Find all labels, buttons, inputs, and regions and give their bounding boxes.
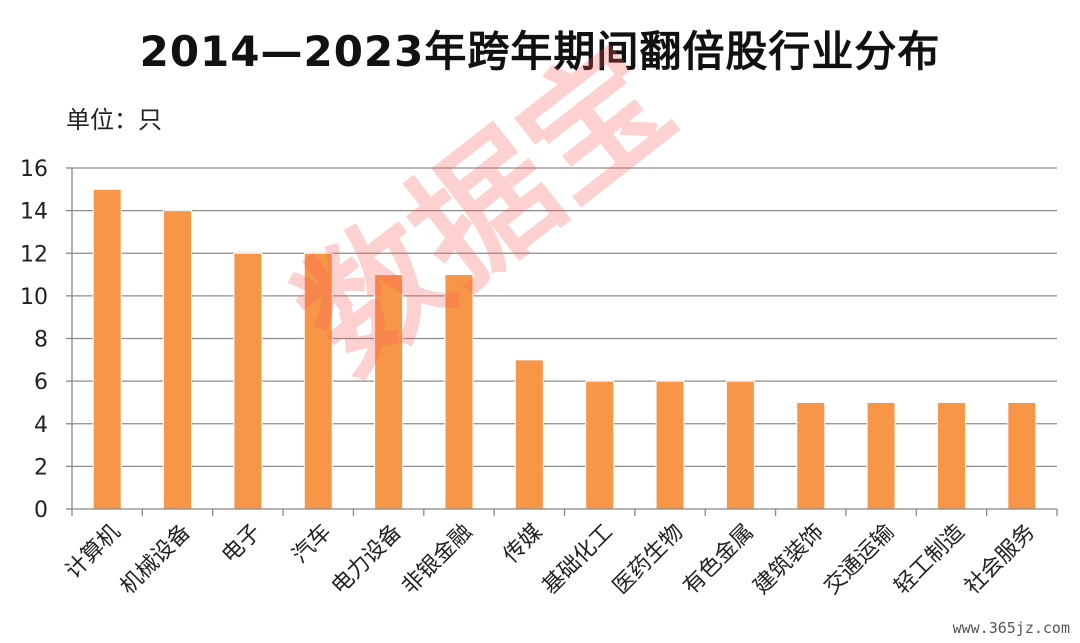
y-tick-label: 12 [20,242,48,267]
x-category-label: 非银金融 [397,520,477,600]
bar [374,274,404,510]
y-tick-label: 16 [20,157,48,182]
bar [796,401,826,510]
bar [936,401,966,510]
y-tick-label: 8 [34,328,48,353]
x-category-label: 建筑装饰 [749,520,829,600]
bar [163,210,193,510]
bar [655,380,685,510]
x-category-label: 机械设备 [116,520,196,600]
y-tick-label: 14 [20,200,48,225]
bar [92,188,122,510]
x-category-label: 轻工制造 [890,520,970,600]
x-category-label: 汽车 [288,520,337,569]
bar [1007,401,1037,510]
bar [303,252,333,510]
bar [233,252,263,510]
x-category-label: 医药生物 [608,520,688,600]
x-category-label: 交通运输 [819,520,899,600]
x-category-label: 电力设备 [327,520,407,600]
bar [725,380,755,510]
site-watermark: www.365jz.com [952,619,1070,637]
x-category-label: 有色金属 [679,520,759,600]
unit-label: 单位：只 [66,106,162,134]
bar [585,380,615,510]
y-tick-label: 0 [34,498,48,523]
bars [92,188,1037,510]
y-tick-label: 6 [34,370,48,395]
bar [866,401,896,510]
x-category-label: 社会服务 [960,520,1040,600]
bar [514,359,544,510]
y-tick-label: 2 [34,455,48,480]
x-category-label: 基础化工 [538,520,618,600]
y-tick-label: 10 [20,285,48,310]
x-category-label: 传媒 [499,520,548,569]
grid-lines [72,167,1057,468]
x-category-label: 电子 [217,520,266,569]
chart-title: 2014—2023年跨年期间翻倍股行业分布 [139,27,941,76]
x-category-label: 计算机 [61,520,125,584]
y-tick-label: 4 [34,413,48,438]
y-axis: 0 2 4 6 8 10 12 14 16 [20,157,73,523]
bar [444,274,474,510]
